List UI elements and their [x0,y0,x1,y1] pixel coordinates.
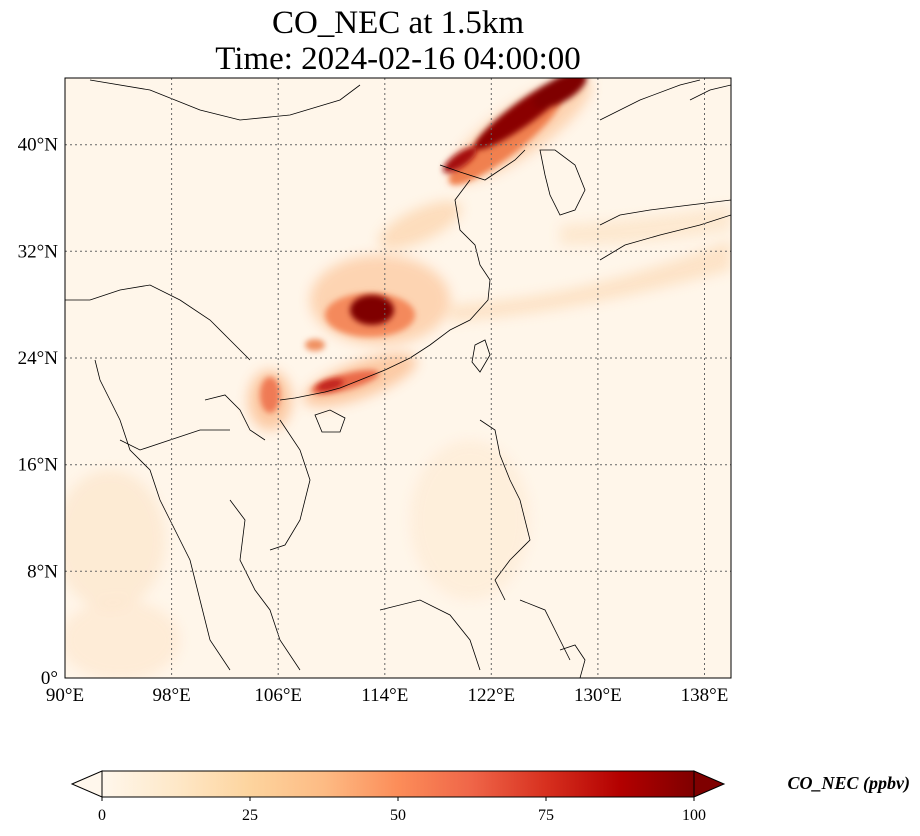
colorbar-extend-max [693,770,726,798]
map-title: CO_NEC at 1.5km [271,5,525,41]
lon-tick-label: 106°E [254,685,302,706]
coastlines [65,79,731,678]
lat-tick-label: 24°N [18,348,59,369]
colorbar-gradient [102,771,694,797]
lon-tick-label: 138°E [681,685,729,706]
lat-tick-label: 32°N [18,241,59,262]
lon-tick-label: 122°E [467,685,515,706]
map-time: Time: 2024-02-16 04:00:00 [215,41,581,77]
colorbar-extend-min [70,770,103,798]
lat-tick-label: 16°N [18,455,59,476]
colorbar-tick-label: 50 [390,807,406,824]
lon-tick-label: 98°E [152,685,190,706]
colorbar-title: CO_NEC (ppbv) [788,773,911,794]
lat-tick-labels: 0° 8°N 16°N 24°N 32°N 40°N [18,135,59,689]
plume-core [316,78,587,392]
lat-tick-label: 40°N [18,135,59,156]
colorbar: 0 25 50 75 100 CO_NEC (ppbv) [70,770,911,824]
concentration-field [65,78,731,678]
lon-tick-label: 114°E [361,685,408,706]
lon-tick-label: 130°E [574,685,622,706]
colorbar-tick-label: 75 [538,807,554,824]
map-frame [64,77,732,679]
colorbar-tick-label: 0 [98,807,106,824]
map-area [65,78,731,678]
lon-tick-labels: 90°E 98°E 106°E 114°E 122°E 130°E 138°E [46,685,728,706]
lat-tick-label: 8°N [27,561,58,582]
colorbar-tick-label: 25 [242,807,258,824]
lat-tick-label: 0° [41,668,58,689]
lon-tick-label: 90°E [46,685,84,706]
gridlines [65,78,731,678]
colorbar-tick-label: 100 [682,807,706,824]
